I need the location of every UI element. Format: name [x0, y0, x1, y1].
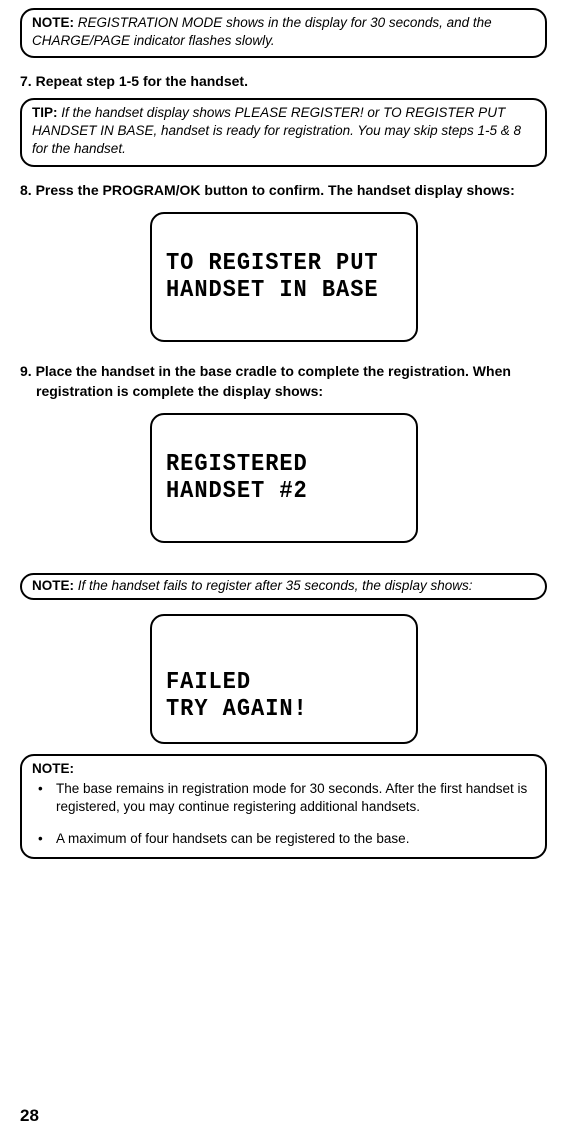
- note-bullet: The base remains in registration mode fo…: [38, 780, 535, 816]
- note-bullet: A maximum of four handsets can be regist…: [38, 830, 535, 848]
- note-bullet-list: The base remains in registration mode fo…: [32, 780, 535, 849]
- display-wrap-3: FAILED TRY AGAIN!: [20, 614, 547, 744]
- page-number: 28: [20, 1106, 39, 1126]
- step-text: Repeat step 1-5 for the handset.: [36, 73, 248, 89]
- note-box-fail: NOTE: If the handset fails to register a…: [20, 573, 547, 599]
- tip-text-a: If the handset display shows: [58, 105, 235, 120]
- note-box-registration-mode: NOTE: REGISTRATION MODE shows in the dis…: [20, 8, 547, 58]
- tip-em-b: PLEASE REGISTER!: [235, 105, 364, 120]
- lcd-line: HANDSET IN BASE: [166, 277, 383, 305]
- step-number: 8.: [20, 182, 32, 198]
- step-text: Press the PROGRAM/OK button to confirm. …: [36, 182, 515, 198]
- note-label: NOTE:: [32, 15, 74, 30]
- lcd-line: TRY AGAIN!: [166, 696, 383, 724]
- note-label: NOTE:: [32, 760, 535, 778]
- tip-text-c: or: [364, 105, 384, 120]
- note-box-bullets: NOTE: The base remains in registration m…: [20, 754, 547, 859]
- lcd-line: FAILED: [166, 669, 383, 697]
- display-wrap-2: REGISTERED HANDSET #2: [20, 413, 547, 543]
- lcd-line: TO REGISTER PUT: [166, 250, 383, 278]
- step-number: 9.: [20, 363, 32, 379]
- step-text: Place the handset in the base cradle to …: [36, 363, 511, 399]
- lcd-screen-failed: FAILED TRY AGAIN!: [150, 614, 418, 744]
- note-emphasis: REGISTRATION MODE: [78, 15, 223, 30]
- step-9: 9. Place the handset in the base cradle …: [20, 362, 547, 401]
- step-number: 7.: [20, 73, 32, 89]
- note-label: NOTE:: [32, 578, 74, 593]
- step-7: 7. Repeat step 1-5 for the handset.: [20, 72, 547, 92]
- step-8: 8. Press the PROGRAM/OK button to confir…: [20, 181, 547, 201]
- tip-box: TIP: If the handset display shows PLEASE…: [20, 98, 547, 167]
- tip-label: TIP:: [32, 105, 58, 120]
- lcd-line: REGISTERED: [166, 451, 383, 479]
- lcd-screen-registered: REGISTERED HANDSET #2: [150, 413, 418, 543]
- lcd-screen-register: TO REGISTER PUT HANDSET IN BASE: [150, 212, 418, 342]
- note-text: If the handset fails to register after 3…: [74, 578, 472, 593]
- display-wrap-1: TO REGISTER PUT HANDSET IN BASE: [20, 212, 547, 342]
- lcd-line: HANDSET #2: [166, 478, 383, 506]
